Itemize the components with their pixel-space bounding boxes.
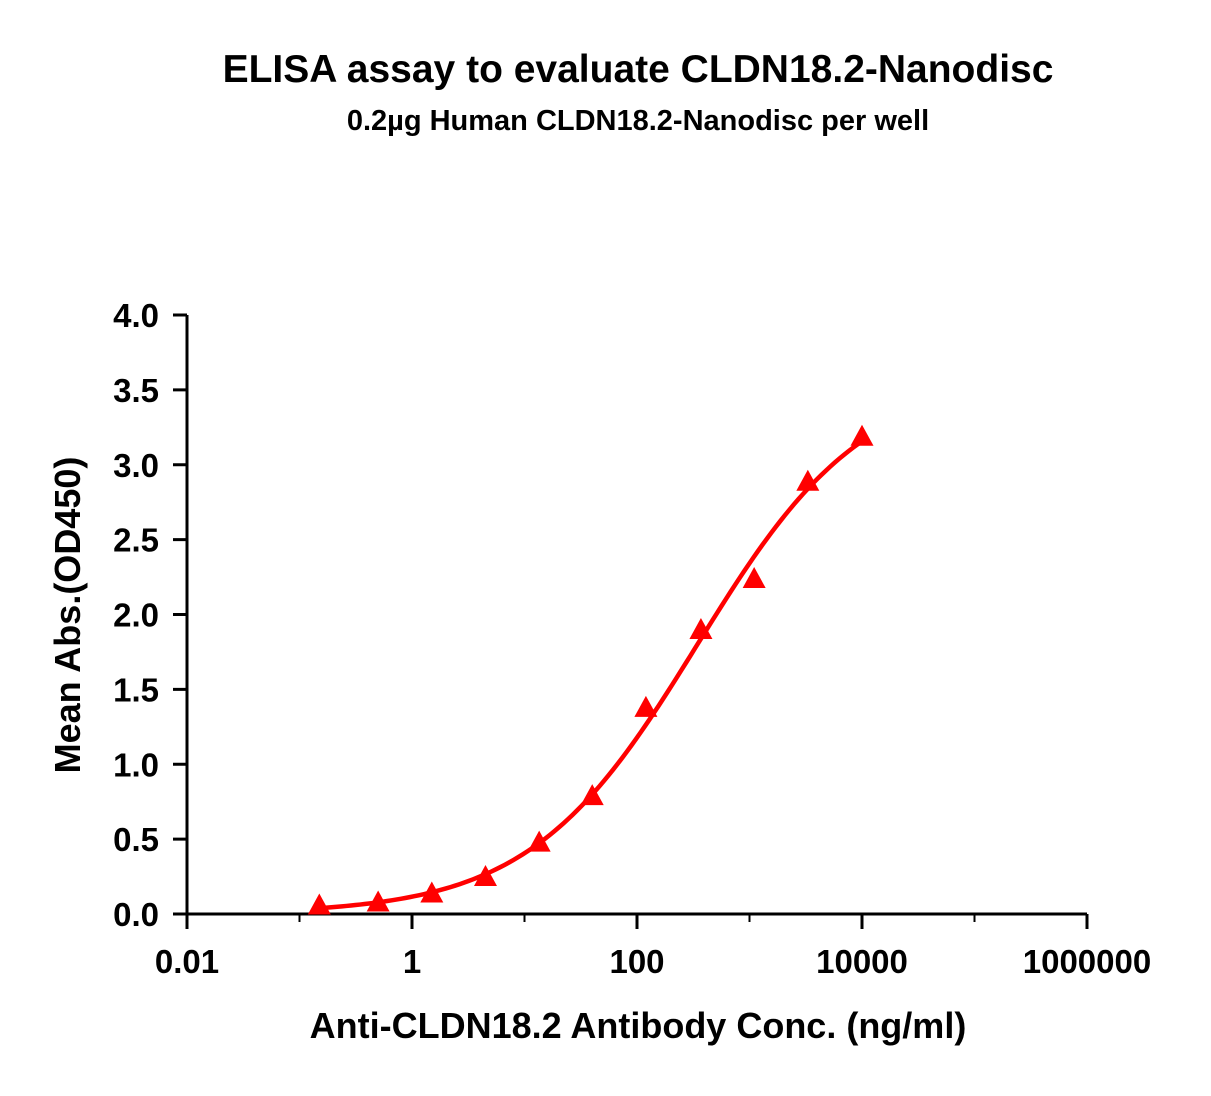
- fit-curve: [317, 438, 865, 911]
- y-tick-label: 2.5: [113, 522, 159, 559]
- x-axis-label: Anti-CLDN18.2 Antibody Conc. (ng/ml): [310, 1005, 967, 1046]
- data-point-triangle: [634, 695, 658, 717]
- y-tick-label: 1.5: [113, 671, 159, 708]
- y-tick-label: 3.5: [113, 372, 159, 409]
- y-tick-label: 2.0: [113, 597, 159, 634]
- y-tick-label: 3.0: [113, 447, 159, 484]
- data-point-triangle: [420, 881, 444, 903]
- data-point-triangle: [366, 890, 390, 912]
- y-axis-label: Mean Abs.(OD450): [47, 457, 88, 774]
- x-tick-label: 100: [609, 943, 664, 980]
- chart-subtitle: 0.2µg Human CLDN18.2-Nanodisc per well: [347, 105, 929, 137]
- y-tick-label: 0.0: [113, 896, 159, 933]
- data-point-triangle: [796, 469, 820, 491]
- chart-title: ELISA assay to evaluate CLDN18.2-Nanodis…: [223, 48, 1054, 91]
- x-tick-label: 1: [403, 943, 421, 980]
- x-tick-label: 1000000: [1023, 943, 1151, 980]
- data-point-triangle: [689, 617, 713, 639]
- x-tick-label: 10000: [816, 943, 908, 980]
- axes-layer: 0.0 0.5 1.0 1.5 2.0 2.5 3.0 3.5 4.0 0.01 1 100 10000…: [113, 297, 1151, 980]
- x-tick-label: 0.01: [155, 943, 219, 980]
- y-tick-label: 1.0: [113, 746, 159, 783]
- fit-curve-layer: [317, 438, 865, 911]
- data-point-triangle: [850, 424, 874, 446]
- data-point-triangle: [580, 784, 604, 806]
- y-tick-label: 4.0: [113, 297, 159, 334]
- data-points-layer: [307, 424, 874, 915]
- y-tick-label: 0.5: [113, 821, 159, 858]
- data-point-triangle: [527, 830, 551, 852]
- data-point-triangle: [307, 893, 331, 915]
- data-point-triangle: [473, 865, 497, 887]
- data-point-triangle: [742, 567, 766, 589]
